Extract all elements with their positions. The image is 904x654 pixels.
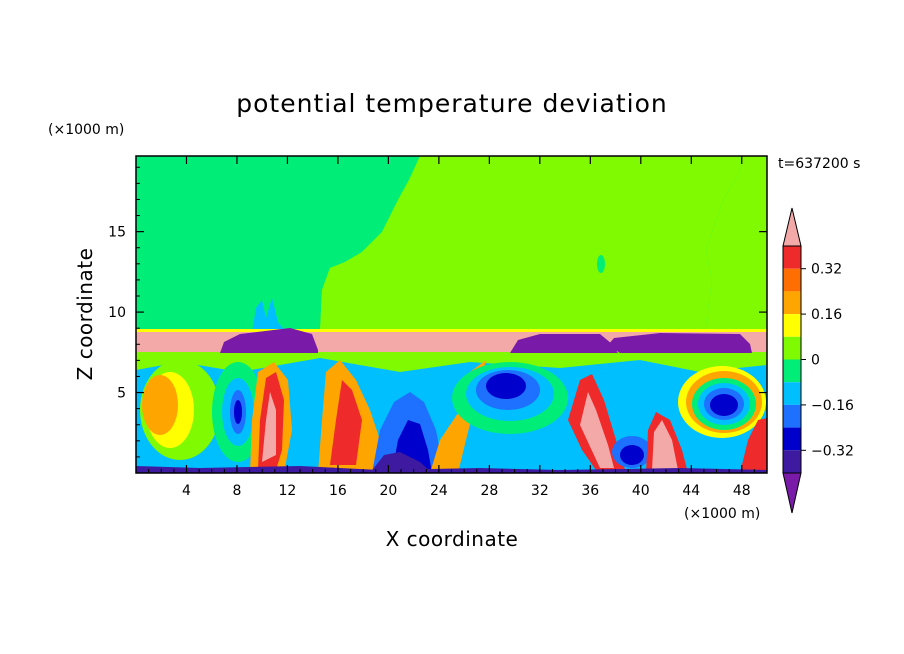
colorbar-segment: [783, 291, 801, 315]
colorbar-label: −0.16: [811, 398, 854, 414]
lower-navy-core-7: [710, 394, 738, 416]
y-tick-label: 15: [108, 225, 126, 241]
lower-navy-5: [620, 445, 644, 465]
x-tick-label: 16: [329, 483, 347, 499]
colorbar-segment: [783, 336, 801, 360]
x-tick-label: 44: [682, 483, 700, 499]
y-axis-label: Z coordinate: [73, 248, 97, 381]
x-tick-label: 8: [232, 483, 241, 499]
colorbar-segment: [783, 314, 801, 337]
x-tick-label: 48: [733, 483, 751, 499]
x-tick-label: 28: [480, 483, 498, 499]
colorbar-segment: [783, 404, 801, 428]
x-axis: 4 8 12 16 20 24 28 32 36 40 44 48: [148, 156, 755, 499]
lower-red-plume-2: [330, 380, 362, 465]
x-unit-label: (×1000 m): [684, 506, 760, 522]
lower-pink-plume-1: [262, 392, 276, 462]
time-label: t=637200 s: [778, 156, 860, 172]
x-tick-label: 20: [379, 483, 397, 499]
chart-title: potential temperature deviation: [236, 89, 667, 118]
upper-cyan-wisps: [252, 298, 286, 332]
colorbar-segment: [783, 359, 801, 383]
x-tick-label: 24: [430, 483, 448, 499]
colorbar-segment: [783, 450, 801, 473]
colorbar-label: 0.32: [811, 262, 842, 278]
y-tick-label: 10: [108, 305, 126, 321]
lower-warm-band-1: [136, 352, 767, 372]
lower-pink-plume-6: [652, 420, 678, 470]
x-tick-label: 4: [182, 483, 191, 499]
x-tick-label: 36: [581, 483, 599, 499]
cold-lens-3: [608, 333, 752, 353]
colorbar: 0.32 0.16 0 −0.16 −0.32: [782, 207, 854, 514]
lower-navy-2: [234, 400, 242, 424]
lower-pink-plume-4: [580, 392, 614, 468]
x-tick-label: 12: [279, 483, 297, 499]
lower-purple-swirl-1: [370, 452, 432, 473]
colorbar-top-arrow: [782, 207, 802, 247]
inversion-yellow-edge: [136, 329, 767, 332]
colorbar-segment: [783, 268, 801, 292]
cold-lens-1: [220, 328, 318, 353]
contour-field: [136, 156, 767, 473]
lower-red-edge: [740, 418, 767, 473]
colorbar-label: 0.16: [811, 307, 842, 323]
upper-small-patch: [597, 255, 605, 273]
colorbar-segment: [783, 246, 801, 269]
lower-orange-1: [142, 375, 178, 435]
y-tick-label: 5: [117, 386, 126, 402]
cold-lens-2: [510, 334, 618, 353]
y-axis: 5 10 15: [108, 166, 767, 458]
y-unit-label: (×1000 m): [48, 122, 124, 138]
x-tick-label: 32: [531, 483, 549, 499]
x-axis-label: X coordinate: [386, 527, 519, 551]
x-tick-label: 40: [632, 483, 650, 499]
upper-layer-right-fill: [320, 156, 742, 332]
colorbar-segment: [783, 427, 801, 451]
lower-navy-core-3: [486, 373, 526, 399]
colorbar-bottom-arrow: [782, 472, 802, 514]
colorbar-label: 0: [811, 353, 820, 369]
colorbar-label: −0.32: [811, 443, 854, 459]
colorbar-segment: [783, 382, 801, 405]
